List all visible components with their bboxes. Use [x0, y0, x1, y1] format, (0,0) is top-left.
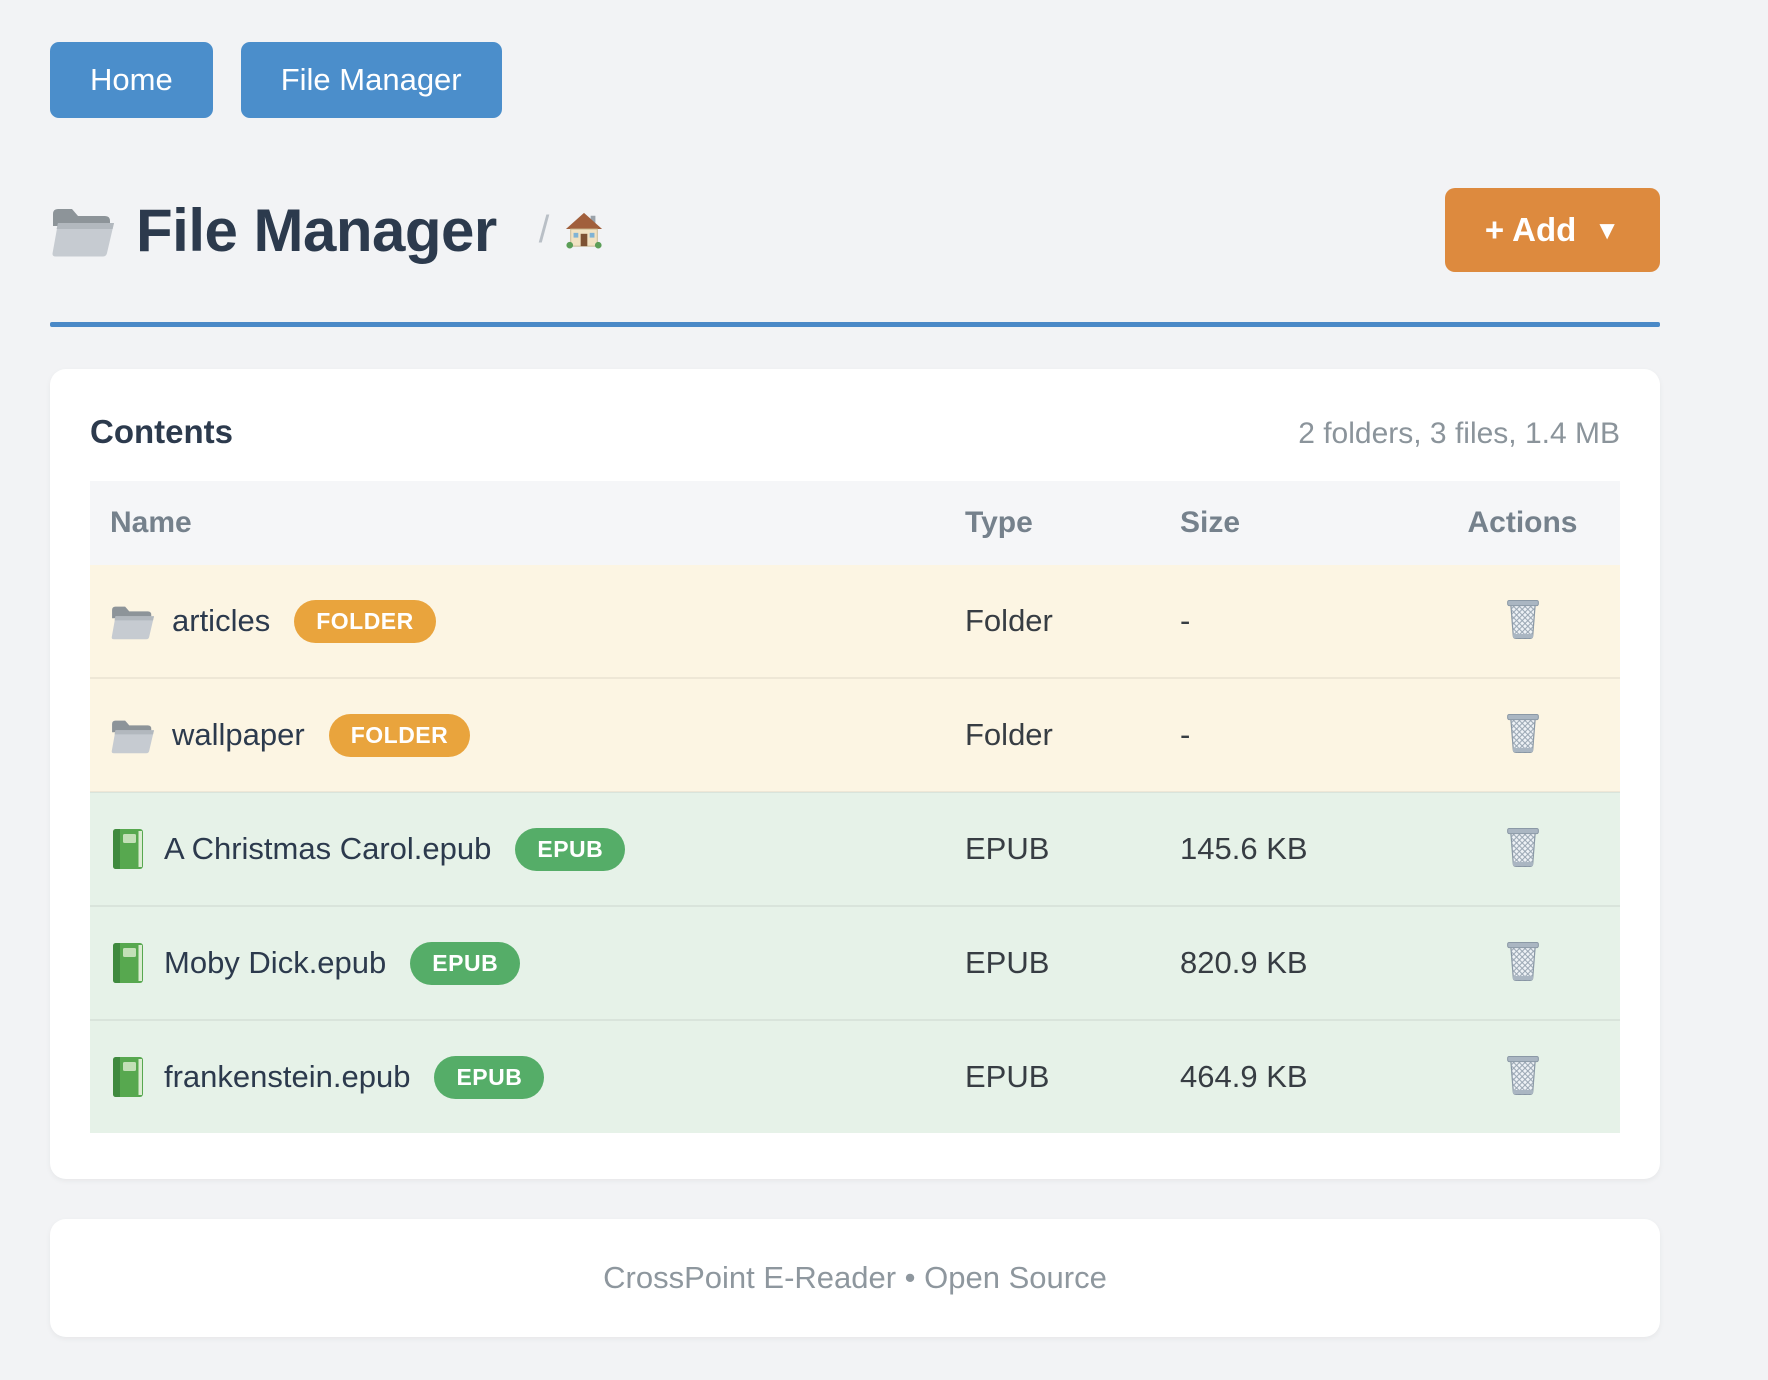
- table-row-moby-dick[interactable]: Moby Dick.epub EPUB EPUB 820.9 KB: [90, 906, 1620, 1020]
- type-cell: Folder: [965, 717, 1053, 752]
- type-cell: EPUB: [965, 831, 1050, 866]
- type-badge: EPUB: [515, 827, 626, 871]
- size-cell: -: [1180, 717, 1191, 752]
- type-badge: EPUB: [410, 941, 521, 985]
- add-button-label: + Add: [1484, 211, 1577, 248]
- table-header-row: Name Type Size Actions: [90, 481, 1620, 565]
- column-header-type: Type: [965, 481, 1180, 565]
- file-name-link[interactable]: articles: [172, 603, 271, 638]
- contents-card-header: Contents 2 folders, 3 files, 1.4 MB: [90, 413, 1620, 451]
- size-cell: 145.6 KB: [1180, 831, 1308, 866]
- table-row-articles[interactable]: articles FOLDER Folder -: [90, 565, 1620, 678]
- type-badge: EPUB: [434, 1055, 545, 1099]
- trash-icon[interactable]: [1499, 822, 1547, 872]
- column-header-name: Name: [90, 481, 965, 565]
- type-cell: EPUB: [965, 1059, 1050, 1094]
- size-cell: 820.9 KB: [1180, 945, 1308, 980]
- folder-icon: [110, 715, 154, 755]
- contents-summary: 2 folders, 3 files, 1.4 MB: [1298, 417, 1620, 450]
- house-icon[interactable]: [565, 211, 603, 249]
- trash-icon[interactable]: [1499, 594, 1547, 644]
- title-rule: [50, 322, 1660, 327]
- footer-card: CrossPoint E-Reader • Open Source: [50, 1219, 1660, 1337]
- top-nav: Home File Manager: [50, 0, 1660, 118]
- trash-icon[interactable]: [1499, 936, 1547, 986]
- folder-icon: [50, 201, 114, 259]
- title-group: File Manager /: [50, 196, 603, 265]
- trash-icon[interactable]: [1499, 1050, 1547, 1100]
- add-button[interactable]: + Add ▼: [1444, 188, 1660, 272]
- contents-card: Contents 2 folders, 3 files, 1.4 MB Name…: [50, 369, 1660, 1179]
- file-name-link[interactable]: Moby Dick.epub: [164, 945, 387, 980]
- trash-icon[interactable]: [1499, 708, 1547, 758]
- nav-home-button[interactable]: Home: [50, 42, 213, 118]
- footer-text: CrossPoint E-Reader • Open Source: [603, 1260, 1107, 1295]
- file-name-link[interactable]: A Christmas Carol.epub: [164, 831, 492, 866]
- size-cell: -: [1180, 603, 1191, 638]
- page: Home File Manager File Manager / + Add ▼…: [50, 0, 1660, 1337]
- type-cell: EPUB: [965, 945, 1050, 980]
- green-book-icon: [110, 1055, 146, 1099]
- table-row-wallpaper[interactable]: wallpaper FOLDER Folder -: [90, 678, 1620, 792]
- type-badge: FOLDER: [294, 599, 436, 643]
- table-row-christmas-carol[interactable]: A Christmas Carol.epub EPUB EPUB 145.6 K…: [90, 792, 1620, 906]
- file-name-link[interactable]: wallpaper: [172, 717, 305, 752]
- size-cell: 464.9 KB: [1180, 1059, 1308, 1094]
- table-row-frankenstein[interactable]: frankenstein.epub EPUB EPUB 464.9 KB: [90, 1020, 1620, 1133]
- folder-icon: [110, 601, 154, 641]
- contents-heading: Contents: [90, 413, 233, 450]
- column-header-actions: Actions: [1425, 481, 1620, 565]
- type-badge: FOLDER: [328, 713, 471, 757]
- green-book-icon: [110, 827, 146, 871]
- green-book-icon: [110, 941, 146, 985]
- nav-file-manager-button[interactable]: File Manager: [240, 42, 502, 118]
- files-table: Name Type Size Actions articles FOLDER F…: [90, 481, 1620, 1133]
- caret-down-icon: ▼: [1594, 215, 1620, 245]
- page-title: File Manager: [136, 196, 497, 264]
- breadcrumb-separator: /: [538, 208, 550, 251]
- file-name-link[interactable]: frankenstein.epub: [164, 1059, 411, 1094]
- type-cell: Folder: [965, 603, 1053, 638]
- column-header-size: Size: [1180, 481, 1425, 565]
- breadcrumb: /: [539, 209, 604, 252]
- page-header: File Manager / + Add ▼: [50, 188, 1660, 272]
